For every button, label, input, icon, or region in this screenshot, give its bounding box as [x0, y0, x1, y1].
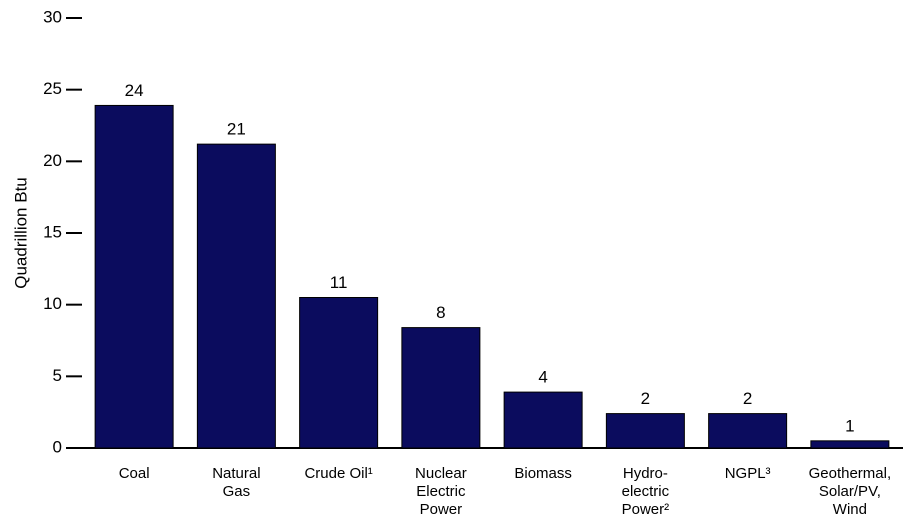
x-tick-label: Natural	[212, 465, 260, 482]
value-label: 2	[641, 389, 650, 408]
value-label: 11	[330, 273, 348, 292]
y-tick-label: 15	[43, 222, 62, 241]
x-tick-label: Geothermal,	[809, 465, 892, 482]
value-label: 2	[743, 389, 752, 408]
bar	[94, 104, 174, 449]
bar	[503, 391, 583, 449]
bar	[708, 413, 788, 449]
x-tick-label: Electric	[416, 483, 466, 500]
y-tick-label: 30	[43, 7, 62, 26]
y-tick-label: 10	[43, 294, 62, 313]
x-tick-label: Power²	[622, 501, 670, 518]
y-tick-label: 5	[53, 366, 62, 385]
value-label: 1	[845, 416, 854, 435]
y-axis-label: Quadrillion Btu	[11, 177, 30, 289]
x-tick-label: electric	[622, 483, 670, 500]
x-tick-label: Power	[420, 501, 463, 518]
x-tick-label: Hydro-	[623, 465, 668, 482]
x-tick-label: Solar/PV,	[819, 483, 881, 500]
value-label: 8	[436, 303, 445, 322]
x-tick-label: Biomass	[514, 465, 572, 482]
x-tick-label: Wind	[833, 501, 867, 518]
y-tick-label: 0	[53, 437, 62, 456]
x-tick-label: Gas	[223, 483, 251, 500]
x-tick-label: Nuclear	[415, 465, 467, 482]
x-tick-label: Crude Oil¹	[304, 465, 372, 482]
y-tick-label: 20	[43, 151, 62, 170]
value-label: 21	[227, 120, 246, 139]
value-label: 4	[538, 368, 547, 387]
bar	[196, 143, 276, 449]
y-tick-label: 25	[43, 79, 62, 98]
bar	[810, 440, 890, 449]
x-tick-label: Coal	[119, 465, 150, 482]
value-label: 24	[125, 81, 144, 100]
bar	[299, 297, 379, 449]
x-tick-label: NGPL³	[725, 465, 771, 482]
bar	[401, 327, 481, 449]
bar	[605, 413, 685, 449]
